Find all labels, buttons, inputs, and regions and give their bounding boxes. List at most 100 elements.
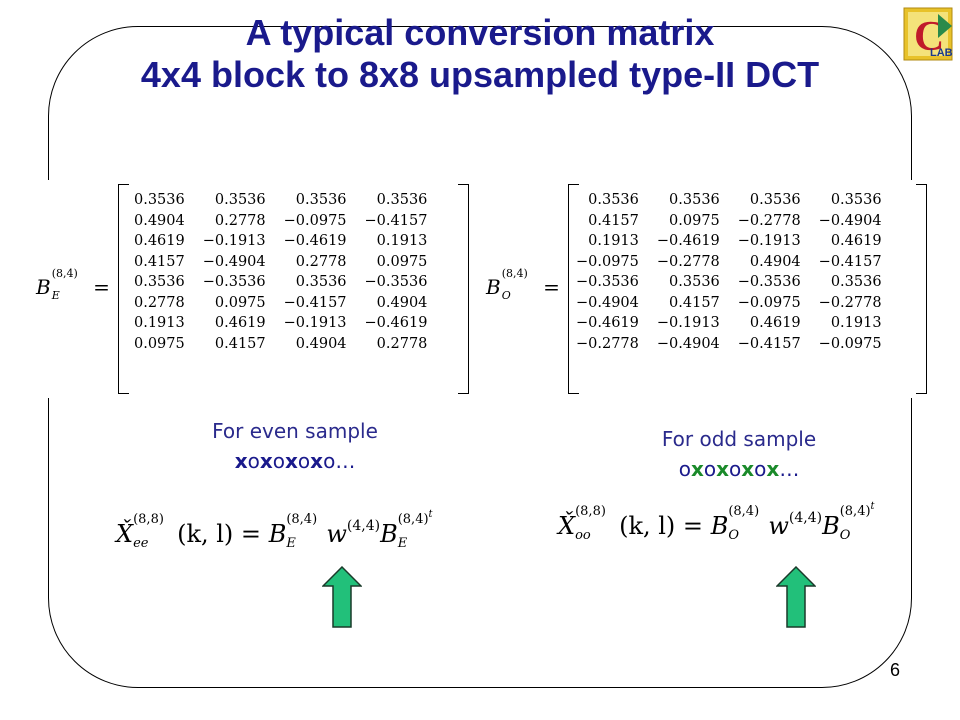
matrix-row: 0.4619 −0.1913 −0.4619 0.1913 xyxy=(134,231,427,252)
matrix-row: 0.2778 0.0975 −0.4157 0.4904 xyxy=(134,293,427,314)
matrix-cell: 0.2778 xyxy=(376,335,428,352)
sequence-char: o xyxy=(754,457,767,481)
sequence-char: x xyxy=(310,449,324,473)
matrix-cell: 0.4904 xyxy=(134,212,185,229)
matrix-cell: 0.3536 xyxy=(295,274,347,290)
matrix-even-symbol: B (8,4) E = xyxy=(36,266,110,302)
page-number: 6 xyxy=(889,660,900,680)
matrix-cell: 0.2778 xyxy=(214,212,266,229)
matrix-cell: 0.3536 xyxy=(669,192,720,208)
matrix-cell: 0.4619 xyxy=(830,233,882,249)
sequence-char: o xyxy=(729,457,742,481)
matrix-cell: 0.0975 xyxy=(376,253,428,270)
matrix-cell: 0.4157 xyxy=(134,253,185,270)
matrix-row: 0.4157 0.0975 −0.2778 −0.4904 xyxy=(576,211,882,232)
matrix-cell: −0.0975 xyxy=(283,212,347,229)
sequence-char: x xyxy=(285,449,298,473)
sequence-char: x xyxy=(690,457,704,481)
matrix-cell: 0.4904 xyxy=(376,294,428,311)
matrix-cell: 0.1913 xyxy=(588,233,639,249)
matrix-cell: −0.3536 xyxy=(364,274,428,290)
matrix-cell: −0.4904 xyxy=(818,212,882,229)
caption-even-label: For even sample xyxy=(212,419,378,443)
sequence-char: o xyxy=(247,449,260,473)
slide-title-line-1: A typical conversion matrix xyxy=(245,12,715,53)
matrix-cell: −0.3536 xyxy=(737,274,801,290)
matrix-cell: −0.1913 xyxy=(202,233,266,249)
matrix-cell: −0.4904 xyxy=(656,335,720,352)
matrix-row: 0.0975 0.4157 0.4904 0.2778 xyxy=(134,334,427,355)
caption-even-sample: For even sample xoxoxoxo… xyxy=(170,416,420,476)
matrix-odd-left-bracket xyxy=(568,184,579,394)
sequence-char: x xyxy=(716,457,729,481)
matrix-row: −0.0975 −0.2778 0.4904 −0.4157 xyxy=(576,252,882,273)
matrix-row: 0.4904 0.2778 −0.0975 −0.4157 xyxy=(134,211,427,232)
matrix-cell: −0.2778 xyxy=(576,335,639,352)
matrix-cell: 0.3536 xyxy=(749,192,801,208)
matrix-cell: −0.4619 xyxy=(364,315,428,331)
matrix-cell: 0.1913 xyxy=(376,233,428,249)
sequence-char: … xyxy=(779,457,800,481)
matrix-cell: 0.3536 xyxy=(134,192,185,208)
sequence-char: … xyxy=(335,449,356,473)
sequence-char: o xyxy=(703,457,717,481)
slide-title-line-2: 4x4 block to 8x8 upsampled type-II DCT xyxy=(140,54,820,95)
matrix-cell: −0.3536 xyxy=(576,274,639,290)
matrix-cell: 0.0975 xyxy=(214,294,266,311)
matrix-even-left-bracket xyxy=(118,184,129,394)
matrix-row: −0.4619 −0.1913 0.4619 0.1913 xyxy=(576,313,882,334)
lab-logo-icon: C LAB xyxy=(902,4,956,64)
matrix-cell: 0.0975 xyxy=(669,212,720,229)
matrix-row: −0.3536 0.3536 −0.3536 0.3536 xyxy=(576,272,882,293)
matrix-cell: 0.3536 xyxy=(588,192,639,208)
matrix-cell: 0.2778 xyxy=(134,294,185,311)
matrix-row: 0.1913 0.4619 −0.1913 −0.4619 xyxy=(134,313,427,334)
matrix-row: 0.3536 −0.3536 0.3536 −0.3536 xyxy=(134,272,427,293)
matrix-row: −0.2778 −0.4904 −0.4157 −0.0975 xyxy=(576,334,882,355)
matrix-even-right-bracket xyxy=(458,184,469,394)
matrix-cell: 0.4904 xyxy=(295,335,347,352)
caption-odd-label: For odd sample xyxy=(661,427,817,451)
matrix-cell: −0.0975 xyxy=(737,294,801,311)
matrix-even-equation: B (8,4) E = 0.3536 0.3536 0.3536 0.3536 0.4904… xyxy=(24,180,474,398)
matrix-cell: −0.4157 xyxy=(283,294,347,311)
matrix-cell: 0.4619 xyxy=(749,315,801,331)
matrix-cell: 0.3536 xyxy=(376,192,428,208)
sequence-char: o xyxy=(323,449,336,473)
matrix-cell: 0.3536 xyxy=(669,274,720,290)
matrix-cell: 0.4157 xyxy=(214,335,266,352)
matrix-cell: 0.3536 xyxy=(830,274,882,290)
matrix-even-table: 0.3536 0.3536 0.3536 0.3536 0.4904 0.2778 −0.0… xyxy=(134,190,427,354)
matrix-cell: −0.4619 xyxy=(283,233,347,249)
matrix-cell: 0.4619 xyxy=(214,315,266,331)
matrix-cell: 0.2778 xyxy=(295,253,347,270)
matrix-cell: 0.4157 xyxy=(588,212,639,229)
matrix-cell: −0.2778 xyxy=(656,253,720,270)
caption-even-sequence: xoxoxoxo… xyxy=(170,446,420,476)
sequence-char: x xyxy=(259,449,273,473)
matrix-cell: −0.4619 xyxy=(656,233,720,249)
matrix-cell: −0.2778 xyxy=(737,212,801,229)
matrix-cell: 0.4904 xyxy=(749,253,801,270)
caption-odd-sequence: oxoxoxox… xyxy=(614,454,864,484)
matrix-row: 0.4157 −0.4904 0.2778 0.0975 xyxy=(134,252,427,273)
matrix-cell: 0.3536 xyxy=(214,192,266,208)
matrix-cell: −0.4157 xyxy=(818,253,882,270)
matrix-odd-table: 0.3536 0.3536 0.3536 0.3536 0.4157 0.0975 −0.2… xyxy=(576,190,882,354)
matrix-cell: −0.4157 xyxy=(364,212,428,229)
sequence-char: o xyxy=(297,449,311,473)
matrix-cell: −0.0975 xyxy=(818,335,882,352)
matrix-cell: 0.3536 xyxy=(295,192,347,208)
matrix-cell: −0.3536 xyxy=(202,274,266,290)
matrix-odd-equation: B (8,4) O = 0.3536 0.3536 0.3536 0.3536 0.4157… xyxy=(484,180,930,398)
matrix-odd-symbol: B (8,4) O = xyxy=(486,266,560,302)
matrix-cell: 0.4157 xyxy=(669,294,720,311)
matrix-cell: 0.3536 xyxy=(134,274,185,290)
sequence-char: x xyxy=(234,449,248,473)
logo-text: LAB xyxy=(930,47,953,59)
matrix-row: −0.4904 0.4157 −0.0975 −0.2778 xyxy=(576,293,882,314)
matrix-cell: 0.1913 xyxy=(134,315,185,331)
caption-odd-sample: For odd sample oxoxoxox… xyxy=(614,424,864,484)
